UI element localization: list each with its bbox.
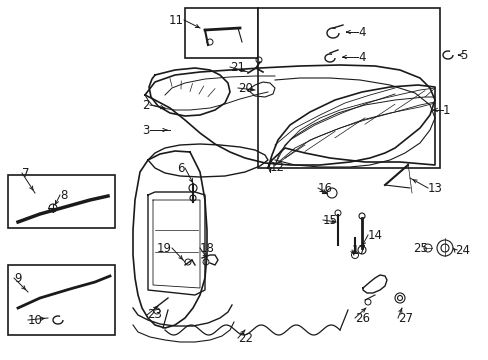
Text: 14: 14 [367,229,382,242]
Text: 4: 4 [357,50,365,63]
Bar [8,175,115,228]
Text: 3: 3 [142,123,150,136]
Bar [184,8,258,58]
Text: 2: 2 [142,99,150,112]
Text: 27: 27 [397,311,412,324]
Text: 17: 17 [351,243,366,257]
Text: 12: 12 [269,161,285,174]
Text: 9: 9 [14,271,21,284]
Text: 6: 6 [177,162,184,175]
Text: 1: 1 [442,104,449,117]
Bar [258,8,439,168]
Text: 13: 13 [427,181,442,194]
Text: 10: 10 [28,314,43,327]
Text: 18: 18 [200,242,214,255]
Text: 26: 26 [354,311,369,324]
Text: 22: 22 [238,332,252,345]
Text: 4: 4 [357,26,365,39]
Text: 19: 19 [157,242,172,255]
Text: 15: 15 [323,213,337,226]
Text: 24: 24 [454,243,469,257]
Text: 23: 23 [147,309,162,321]
Text: 11: 11 [169,14,183,27]
Text: 7: 7 [22,166,29,180]
Text: 25: 25 [412,242,427,255]
Bar [8,265,115,335]
Text: 20: 20 [238,81,252,95]
Text: 5: 5 [459,49,467,62]
Text: 8: 8 [60,189,67,202]
Text: 21: 21 [229,60,244,73]
Text: 16: 16 [317,181,332,194]
